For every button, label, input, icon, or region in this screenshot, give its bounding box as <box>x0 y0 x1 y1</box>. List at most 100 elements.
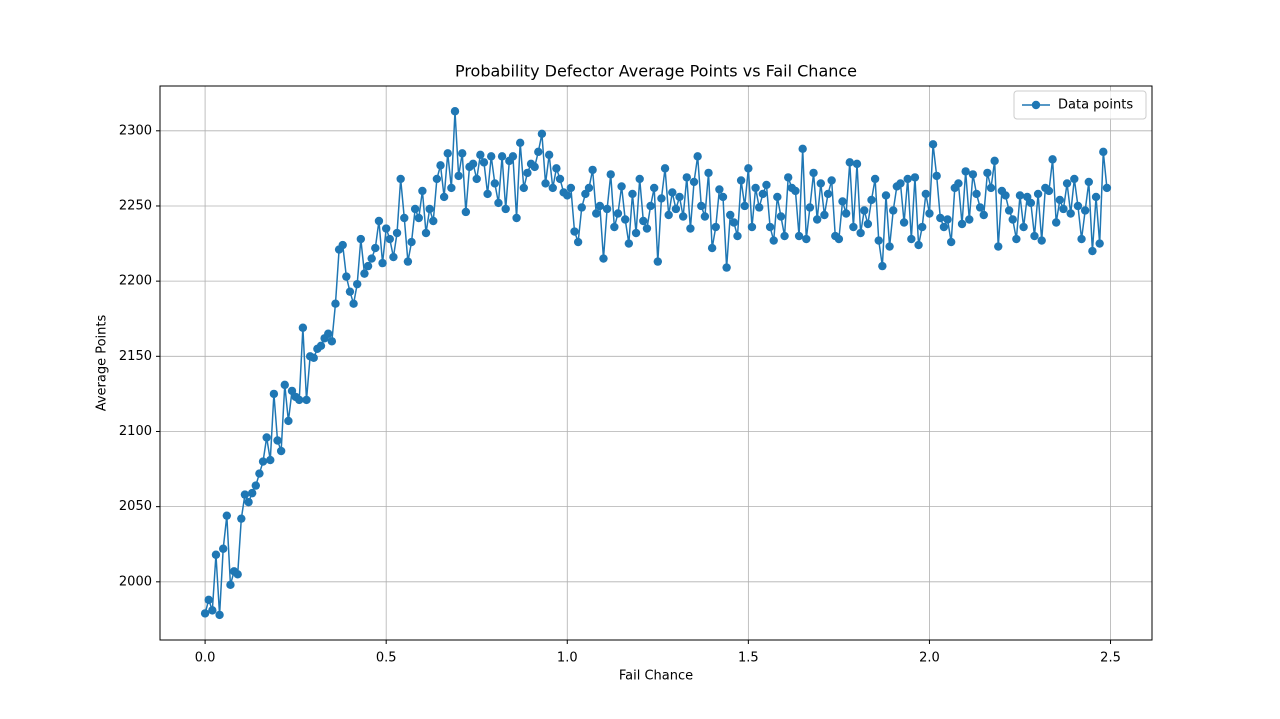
y-tick-label: 2300 <box>119 123 152 138</box>
data-point <box>994 242 1003 251</box>
data-point <box>932 171 941 181</box>
data-point <box>1004 206 1014 215</box>
data-point <box>298 323 308 332</box>
data-point <box>780 231 789 241</box>
data-point <box>765 222 775 232</box>
data-point <box>983 168 992 178</box>
x-tick-label: 2.5 <box>1100 651 1121 666</box>
data-point <box>392 228 402 238</box>
data-point <box>461 207 471 217</box>
data-point <box>783 173 793 182</box>
y-tick-label: 2250 <box>119 198 152 213</box>
data-point <box>508 152 518 161</box>
data-point <box>1030 231 1039 241</box>
data-point <box>338 240 347 250</box>
data-point <box>867 195 876 205</box>
data-point <box>946 237 956 247</box>
x-tick-label: 2.0 <box>919 651 940 666</box>
data-point <box>1088 246 1097 256</box>
data-point <box>975 203 985 212</box>
data-point <box>744 164 753 173</box>
data-point <box>439 192 449 202</box>
data-point <box>747 222 757 232</box>
data-point <box>671 204 681 214</box>
data-point <box>418 186 427 196</box>
data-point <box>711 222 720 232</box>
data-point <box>812 215 822 224</box>
data-point <box>222 511 232 520</box>
data-point <box>921 189 931 199</box>
data-point <box>204 595 213 605</box>
data-point <box>874 236 883 245</box>
data-point <box>726 210 735 220</box>
data-point <box>722 263 731 272</box>
data-point <box>689 177 699 187</box>
data-point <box>613 209 623 218</box>
data-point <box>965 215 974 224</box>
data-point <box>903 174 912 184</box>
data-point <box>678 212 688 221</box>
data-point <box>704 168 713 178</box>
data-point <box>657 194 666 203</box>
data-point <box>295 395 304 405</box>
data-point <box>371 243 380 253</box>
data-point <box>1019 222 1028 232</box>
data-point <box>226 580 235 590</box>
data-point <box>490 179 500 188</box>
data-point <box>425 204 434 214</box>
data-point <box>1070 174 1079 184</box>
data-point <box>266 455 275 465</box>
data-point <box>592 209 601 218</box>
data-point <box>602 204 612 214</box>
data-point <box>1044 186 1054 196</box>
plot-frame <box>159 85 1153 641</box>
data-point <box>487 152 496 161</box>
data-point <box>1084 177 1094 187</box>
data-point <box>552 164 561 173</box>
data-point <box>1048 155 1057 164</box>
data-point <box>664 210 673 220</box>
data-point <box>381 224 391 233</box>
data-point <box>262 433 271 442</box>
data-point <box>537 129 547 139</box>
data-point <box>501 204 510 214</box>
data-point <box>878 261 887 271</box>
data-point <box>972 189 981 199</box>
data-point <box>454 171 463 181</box>
data-point <box>385 234 395 244</box>
data-point <box>1095 239 1104 248</box>
data-point <box>631 228 641 238</box>
data-point <box>718 192 728 202</box>
data-point <box>577 203 586 212</box>
x-tick-label: 0.0 <box>195 651 216 666</box>
data-point <box>483 189 492 199</box>
data-point <box>389 252 398 262</box>
data-point <box>1033 189 1043 199</box>
data-point <box>447 183 456 193</box>
data-point <box>1062 179 1072 188</box>
data-point <box>834 234 844 244</box>
data-point <box>515 138 525 148</box>
legend-label: Data points <box>1058 98 1133 113</box>
x-axis-label: Fail Chance <box>619 669 693 684</box>
data-point <box>628 189 637 199</box>
x-tick-label: 1.0 <box>557 651 578 666</box>
data-point <box>497 152 507 161</box>
data-point <box>541 179 550 188</box>
data-point <box>979 210 988 220</box>
data-point <box>584 183 594 193</box>
data-point <box>534 147 543 157</box>
data-point <box>907 234 916 244</box>
data-point <box>1077 234 1086 244</box>
data-point <box>410 204 420 214</box>
data-point <box>555 174 565 184</box>
data-point <box>414 213 423 223</box>
data-point <box>519 183 529 193</box>
data-point <box>693 152 702 161</box>
data-point <box>697 201 706 211</box>
data-point <box>284 416 293 426</box>
data-point <box>896 179 905 188</box>
data-point <box>599 254 608 263</box>
data-point <box>544 150 554 160</box>
data-point <box>563 191 572 200</box>
